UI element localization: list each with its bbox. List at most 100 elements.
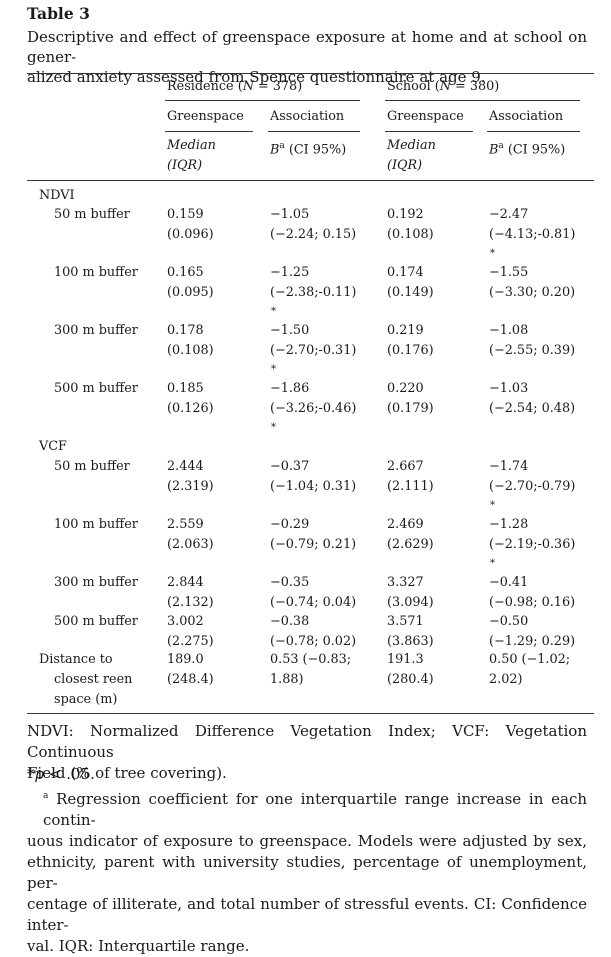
footnote-line: ethnicity, parent with university studie… bbox=[27, 853, 587, 892]
header-bottom-rule bbox=[27, 180, 594, 181]
cell-res-b: −1.25 bbox=[270, 265, 310, 280]
cell-sch-b: −1.08 bbox=[489, 323, 529, 338]
cell-sch-iqr: (0.108) bbox=[387, 227, 434, 242]
subheader-association: Association bbox=[270, 109, 345, 124]
row-label: 50 m buffer bbox=[54, 207, 130, 222]
cell-res-ci: (−3.26;-0.46) bbox=[270, 401, 357, 416]
cell-res-median: 0.178 bbox=[167, 323, 204, 338]
subheader-median: Median bbox=[167, 138, 216, 153]
cell-sch-b: −0.41 bbox=[489, 575, 529, 590]
cell-res-iqr: (0.096) bbox=[167, 227, 214, 242]
cell-sch-ci: (−3.30; 0.20) bbox=[489, 285, 576, 300]
cell-sch-iqr: (3.863) bbox=[387, 634, 434, 649]
cell-sch-ci: (−2.70;-0.79) bbox=[489, 479, 576, 494]
footnote-abbreviations: NDVI: Normalized Difference Vegetation I… bbox=[27, 721, 587, 784]
cell-res-ci: (−2.24; 0.15) bbox=[270, 227, 357, 242]
cell-sch-b: −2.47 bbox=[489, 207, 529, 222]
significance-star: * bbox=[271, 422, 276, 433]
sch-association-rule bbox=[487, 131, 580, 132]
cell-res-b: −1.50 bbox=[270, 323, 310, 338]
cell-res-b: −0.38 bbox=[270, 614, 310, 629]
cell-res-ci: (−0.78; 0.02) bbox=[270, 634, 357, 649]
significance-star: * bbox=[490, 500, 495, 511]
subheader-median: Median bbox=[387, 138, 436, 153]
table-caption: Descriptive and effect of greenspace exp… bbox=[27, 27, 587, 87]
footnote-line: val. IQR: Interquartile range. bbox=[27, 937, 250, 955]
cell-res-b: −1.86 bbox=[270, 381, 310, 396]
cell-res-iqr: (0.095) bbox=[167, 285, 214, 300]
cell-res-b: −0.37 bbox=[270, 459, 310, 474]
cell-res-b: −1.05 bbox=[270, 207, 310, 222]
cell-sch-median: 3.327 bbox=[387, 575, 424, 590]
distance-sch-assoc: 2.02) bbox=[489, 672, 523, 687]
table-bottom-rule bbox=[27, 713, 594, 714]
row-label: 500 m buffer bbox=[54, 614, 138, 629]
cell-sch-b: −1.74 bbox=[489, 459, 529, 474]
cell-res-median: 0.185 bbox=[167, 381, 204, 396]
cell-sch-median: 2.667 bbox=[387, 459, 424, 474]
subheader-b-ci: Ba (CI 95%) bbox=[270, 141, 347, 158]
cell-res-ci: (−2.38;-0.11) bbox=[270, 285, 357, 300]
distance-sch-assoc: 0.50 (−1.02; bbox=[489, 652, 571, 667]
cell-res-iqr: (2.319) bbox=[167, 479, 214, 494]
cell-res-iqr: (0.108) bbox=[167, 343, 214, 358]
cell-sch-iqr: (0.179) bbox=[387, 401, 434, 416]
significance-star: * bbox=[490, 558, 495, 569]
row-label: 500 m buffer bbox=[54, 381, 138, 396]
subheader-iqr: (IQR) bbox=[387, 158, 423, 173]
cell-res-median: 2.444 bbox=[167, 459, 204, 474]
cell-sch-median: 0.192 bbox=[387, 207, 424, 222]
footnote-a: a Regression coefficient for one interqu… bbox=[27, 786, 587, 957]
cell-res-median: 0.165 bbox=[167, 265, 204, 280]
cell-res-b: −0.35 bbox=[270, 575, 310, 590]
table-label: Table 3 bbox=[27, 4, 90, 23]
distance-res-median: 189.0 bbox=[167, 652, 204, 667]
subheader-greenspace: Greenspace bbox=[167, 109, 244, 124]
cell-sch-median: 0.174 bbox=[387, 265, 424, 280]
cell-sch-b: −0.50 bbox=[489, 614, 529, 629]
cell-sch-ci: (−1.29; 0.29) bbox=[489, 634, 576, 649]
res-association-rule bbox=[268, 131, 360, 132]
cell-sch-b: −1.28 bbox=[489, 517, 529, 532]
cell-sch-median: 0.219 bbox=[387, 323, 424, 338]
cell-sch-iqr: (3.094) bbox=[387, 595, 434, 610]
subheader-association: Association bbox=[489, 109, 564, 124]
distance-res-iqr: (248.4) bbox=[167, 672, 214, 687]
significance-star: * bbox=[271, 364, 276, 375]
caption-line-2: alized anxiety assessed from Spence ques… bbox=[27, 68, 486, 86]
distance-sch-median: 191.3 bbox=[387, 652, 424, 667]
cell-sch-ci: (−2.54; 0.48) bbox=[489, 401, 576, 416]
cell-sch-iqr: (0.149) bbox=[387, 285, 434, 300]
res-greenspace-rule bbox=[165, 131, 253, 132]
footnote-significance: *p < .05. bbox=[27, 765, 95, 783]
footnote-line: uous indicator of exposure to greenspace… bbox=[27, 832, 587, 850]
cell-sch-ci: (−0.98; 0.16) bbox=[489, 595, 576, 610]
cell-sch-b: −1.55 bbox=[489, 265, 529, 280]
distance-res-assoc: 1.88) bbox=[270, 672, 304, 687]
caption-line-1: Descriptive and effect of greenspace exp… bbox=[27, 28, 587, 66]
row-label: 300 m buffer bbox=[54, 323, 138, 338]
cell-sch-iqr: (0.176) bbox=[387, 343, 434, 358]
cell-res-median: 0.159 bbox=[167, 207, 204, 222]
cell-res-b: −0.29 bbox=[270, 517, 310, 532]
sch-greenspace-rule bbox=[385, 131, 473, 132]
cell-res-median: 3.002 bbox=[167, 614, 204, 629]
significance-star: * bbox=[271, 306, 276, 317]
row-label: 300 m buffer bbox=[54, 575, 138, 590]
group-header-residence: Residence (N = 378) bbox=[167, 79, 303, 94]
school-group-rule bbox=[385, 100, 580, 101]
subheader-b-ci: Ba (CI 95%) bbox=[489, 141, 566, 158]
footnote-line: Field (% of tree covering). bbox=[27, 764, 227, 782]
cell-sch-ci: (−2.55; 0.39) bbox=[489, 343, 576, 358]
significance-star: * bbox=[490, 248, 495, 259]
distance-label: space (m) bbox=[54, 692, 118, 707]
cell-res-ci: (−1.04; 0.31) bbox=[270, 479, 357, 494]
footnote-line: a Regression coefficient for one interqu… bbox=[43, 790, 587, 829]
distance-label: closest reen bbox=[54, 672, 133, 687]
subheader-greenspace: Greenspace bbox=[387, 109, 464, 124]
row-label: 100 m buffer bbox=[54, 517, 138, 532]
group-header-school: School (N = 380) bbox=[387, 79, 500, 94]
cell-sch-ci: (−2.19;-0.36) bbox=[489, 537, 576, 552]
footnote-line: centage of illiterate, and total number … bbox=[27, 895, 587, 934]
section-header-vcf: VCF bbox=[39, 439, 67, 454]
